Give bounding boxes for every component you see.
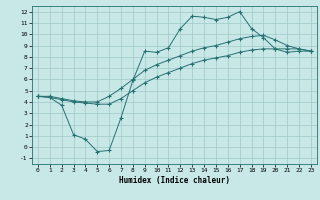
- X-axis label: Humidex (Indice chaleur): Humidex (Indice chaleur): [119, 176, 230, 185]
